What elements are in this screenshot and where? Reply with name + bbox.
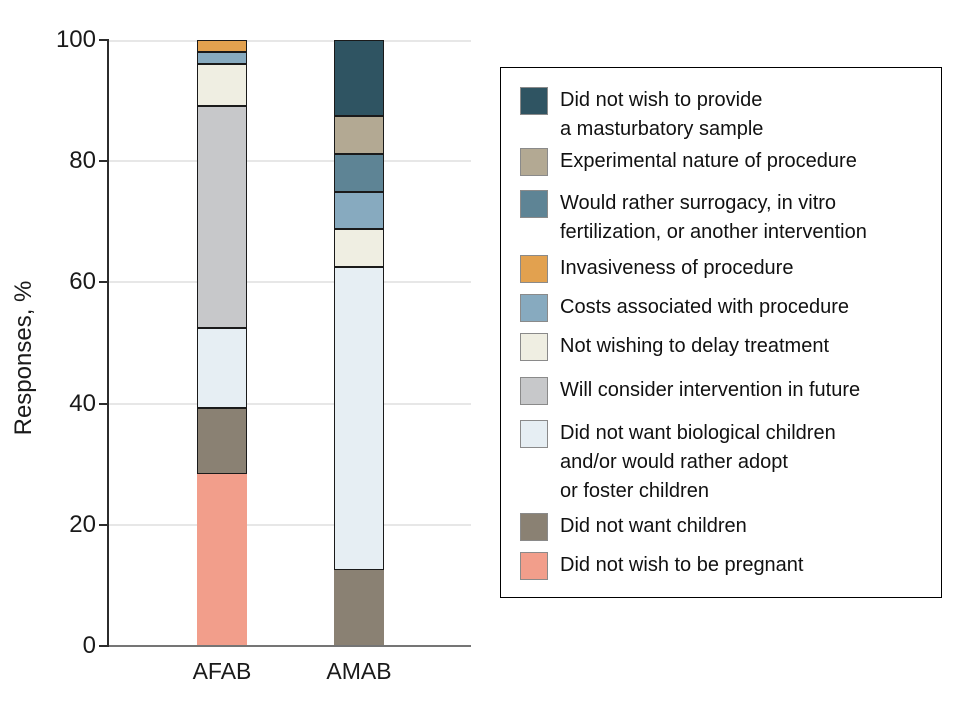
legend-item: Will consider intervention in future bbox=[501, 376, 860, 405]
bar-segment bbox=[197, 327, 247, 408]
y-tick-label: 40 bbox=[69, 389, 96, 417]
legend-label: Not wishing to delay treatment bbox=[560, 335, 830, 357]
bar-segment bbox=[334, 115, 384, 154]
legend-label: Would rather surrogacy, in vitro fertiliz… bbox=[560, 192, 867, 243]
legend-item: Would rather surrogacy, in vitro fertiliz… bbox=[501, 189, 867, 247]
bar-afab bbox=[197, 40, 247, 646]
y-tick-mark bbox=[99, 402, 109, 405]
legend-swatch bbox=[520, 420, 548, 448]
legend-swatch bbox=[520, 255, 548, 283]
legend-swatch bbox=[520, 87, 548, 115]
bar-segment bbox=[334, 191, 384, 230]
bar-segment bbox=[334, 570, 384, 646]
legend-label: Did not want biological children and/or w… bbox=[560, 422, 836, 502]
bar-segment bbox=[334, 40, 384, 116]
gridline bbox=[109, 281, 471, 284]
plot-area bbox=[109, 40, 471, 646]
legend-item: Did not wish to be pregnant bbox=[501, 551, 804, 580]
legend-swatch bbox=[520, 333, 548, 361]
x-category-label-amab: AMAB bbox=[326, 658, 392, 684]
bar-segment bbox=[197, 106, 247, 328]
legend-item: Not wishing to delay treatment bbox=[501, 332, 829, 361]
bar-segment bbox=[334, 267, 384, 571]
legend-swatch bbox=[520, 377, 548, 405]
y-axis bbox=[107, 40, 109, 647]
y-tick-label: 0 bbox=[82, 632, 96, 659]
legend-item: Did not want children bbox=[501, 512, 747, 541]
y-tick-mark bbox=[99, 523, 109, 526]
gridline bbox=[109, 523, 471, 526]
y-tick-mark bbox=[99, 281, 109, 284]
y-tick-label: 80 bbox=[69, 147, 96, 175]
y-tick-label: 20 bbox=[69, 510, 96, 538]
bar-segment bbox=[334, 153, 384, 192]
y-tick-mark bbox=[99, 645, 109, 647]
legend-label: Costs associated with procedure bbox=[560, 296, 850, 318]
legend-label: Did not wish to provide a masturbatory sa… bbox=[560, 89, 764, 140]
gridline bbox=[109, 402, 471, 405]
legend-label: Did not wish to be pregnant bbox=[560, 554, 804, 576]
legend-swatch bbox=[520, 148, 548, 176]
legend-swatch bbox=[520, 513, 548, 541]
bar-segment bbox=[197, 64, 247, 107]
y-tick-mark bbox=[99, 160, 109, 163]
bar-segment bbox=[197, 40, 247, 53]
legend-label: Experimental nature of procedure bbox=[560, 150, 857, 172]
legend-swatch bbox=[520, 552, 548, 580]
legend-item: Did not want biological children and/or w… bbox=[501, 419, 836, 506]
legend-item: Costs associated with procedure bbox=[501, 293, 849, 322]
gridline bbox=[109, 160, 471, 163]
x-category-label-afab: AFAB bbox=[192, 658, 252, 684]
legend-item: Experimental nature of procedure bbox=[501, 147, 857, 176]
bar-segment bbox=[197, 407, 247, 474]
legend-label: Invasiveness of procedure bbox=[560, 257, 794, 279]
bar-segment bbox=[197, 473, 247, 646]
legend-label: Did not want children bbox=[560, 515, 747, 537]
gridline bbox=[109, 40, 471, 42]
legend-item: Invasiveness of procedure bbox=[501, 254, 793, 283]
bar-segment bbox=[334, 229, 384, 268]
legend-swatch bbox=[520, 190, 548, 218]
y-tick-mark bbox=[99, 39, 109, 41]
y-tick-label: 100 bbox=[55, 26, 96, 53]
legend-item: Did not wish to provide a masturbatory sa… bbox=[501, 86, 763, 144]
bar-segment bbox=[197, 52, 247, 65]
legend-swatch bbox=[520, 294, 548, 322]
legend-label: Will consider intervention in future bbox=[560, 379, 861, 401]
x-axis bbox=[109, 645, 471, 647]
y-tick-label: 60 bbox=[69, 268, 96, 296]
bar-amab bbox=[334, 40, 384, 646]
legend-box: Did not wish to provide a masturbatory sa… bbox=[500, 67, 942, 598]
